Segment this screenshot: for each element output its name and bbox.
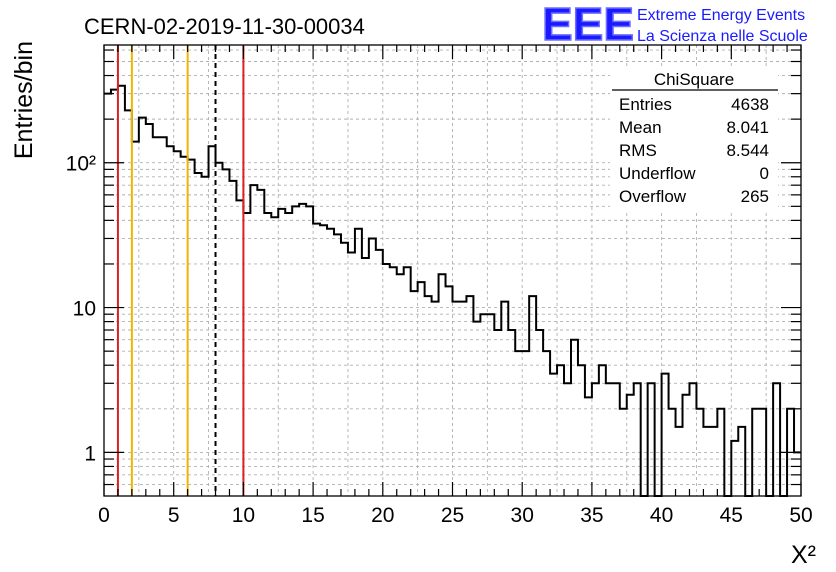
logo-line-1: Extreme Energy Events [637,7,805,24]
stats-row-label: Entries [619,95,672,114]
stats-row-value: 0 [760,164,769,183]
x-tick-label: 30 [511,504,534,527]
logo-mark: EEE [542,0,634,50]
x-tick-label: 15 [301,504,324,527]
x-tick-label: 40 [650,504,673,527]
x-tick-label: 5 [168,504,180,527]
chart-title: CERN-02-2019-11-30-00034 [84,14,365,39]
y-axis-label: Entries/bin [10,41,38,159]
marker-lines [116,45,245,496]
x-tick-label: 10 [232,504,255,527]
x-tick-label: 35 [580,504,603,527]
y-axis-ticks: 1 10 10² [66,49,801,486]
stats-box-title: ChiSquare [654,70,734,89]
stats-box-background [610,68,778,210]
x-axis-ticks: 0 5 10 15 20 25 30 35 40 45 50 [98,45,813,527]
logo-line-2: La Scienza nelle Scuole [637,28,808,45]
logo: EEE Extreme Energy Events La Scienza nel… [541,0,808,51]
stats-row-value: 265 [741,187,769,206]
stats-row-label: RMS [619,141,657,160]
histogram-outline [104,84,801,497]
stats-row-value: 8.041 [726,118,769,137]
x-axis-label: X² [791,541,816,569]
stats-row-value: 4638 [731,95,769,114]
y-tick-label: 10² [66,153,96,176]
x-tick-label: 0 [98,504,110,527]
stats-row-value: 8.544 [726,141,769,160]
y-tick-label: 10 [73,298,96,321]
stats-row-label: Overflow [619,187,687,206]
stats-box: ChiSquare Entries 4638 Mean 8.041 RMS 8.544 Un… [610,68,778,210]
y-tick-label: 1 [84,442,96,465]
x-tick-label: 25 [441,504,464,527]
x-tick-label: 45 [720,504,743,527]
stats-row-label: Mean [619,118,662,137]
grid [104,45,801,496]
stats-row-label: Underflow [619,164,696,183]
x-tick-label: 50 [789,504,812,527]
histogram-series [104,84,801,497]
x-tick-label: 20 [371,504,394,527]
